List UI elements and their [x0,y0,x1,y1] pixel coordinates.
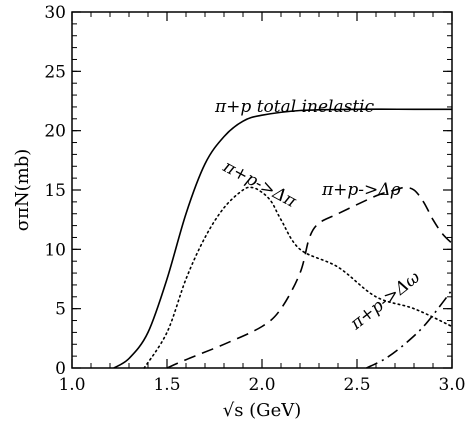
x-tick-label: 2.0 [248,375,275,395]
y-tick-label: 25 [44,62,66,82]
y-axis-title: σπN(mb) [12,149,33,232]
series-line [366,289,453,369]
series-line [113,108,452,369]
y-tick-label: 15 [44,181,66,201]
label-delta-pi: π+p->Δπ [219,156,300,212]
x-tick-label: 2.5 [343,375,370,395]
x-axis-title: √s (GeV) [223,400,302,421]
y-tick-label: 30 [44,3,66,23]
y-tick-label: 0 [55,359,66,379]
series-line [143,186,453,369]
x-tick-label: 3.0 [438,375,465,395]
label-delta-rho: π+p->Δρ [321,180,401,200]
y-tick-label: 10 [44,240,66,260]
y-tick-label: 5 [55,300,66,320]
label-delta-omega: π+p->Δω [346,267,424,334]
label-total-inelastic: π+p total inelastic [214,97,375,117]
series-line [166,186,453,369]
x-tick-label: 1.5 [153,375,180,395]
y-tick-label: 20 [44,122,66,142]
x-tick-label: 1.0 [58,375,85,395]
